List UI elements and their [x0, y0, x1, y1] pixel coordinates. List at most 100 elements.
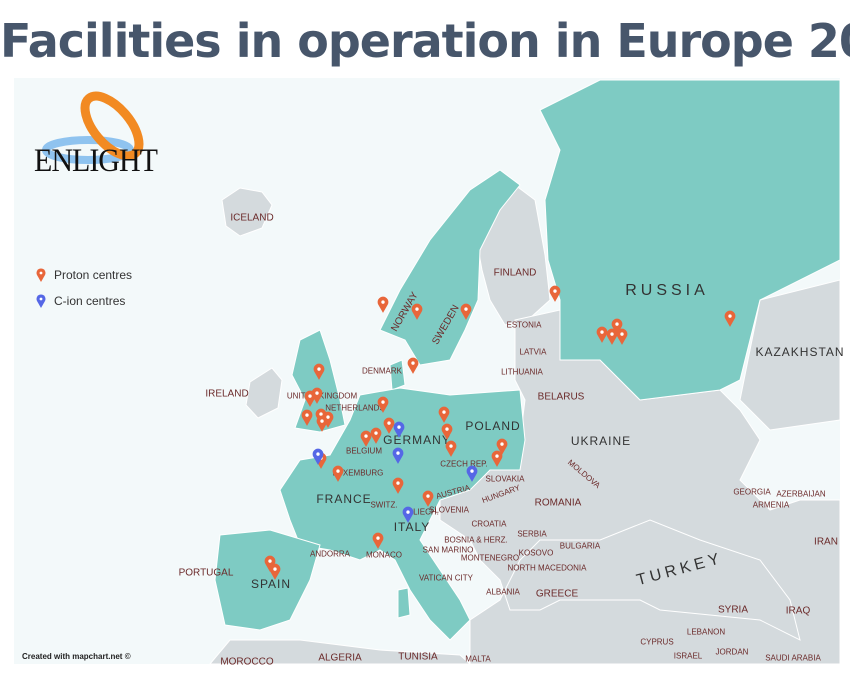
legend-label: Proton centres: [54, 268, 133, 282]
map-pin-icon: [36, 294, 46, 308]
country-label-france: FRANCE: [316, 492, 372, 506]
proton-centre-marker[interactable]: [322, 411, 334, 428]
proton-centre-marker[interactable]: [724, 310, 736, 327]
proton-centre-marker[interactable]: [313, 363, 325, 380]
proton-centre-marker[interactable]: [460, 303, 472, 320]
country-label-iran: IRAN: [814, 536, 838, 548]
proton-centre-marker[interactable]: [392, 477, 404, 494]
proton-centre-marker[interactable]: [372, 532, 384, 549]
cion-centre-marker[interactable]: [466, 465, 478, 482]
country-label-albania: ALBANIA: [486, 587, 520, 597]
country-label-andorra: ANDORRA: [309, 549, 351, 559]
country-label-netherlands: NETHERLANDS: [325, 403, 385, 413]
cion-centre-marker[interactable]: [402, 506, 414, 523]
proton-centre-marker[interactable]: [316, 415, 328, 432]
proton-centre-marker[interactable]: [311, 387, 323, 404]
proton-centre-marker[interactable]: [411, 303, 423, 320]
country-label-vatican: VATICAN CITY: [419, 573, 473, 583]
proton-centre-marker[interactable]: [549, 285, 561, 302]
country-label-slovenia: SLOVENIA: [428, 505, 470, 515]
country-label-portugal: PORTUGAL: [178, 567, 234, 579]
ireland-shape: [245, 367, 283, 419]
country-label-greece: GREECE: [535, 588, 579, 600]
proton-centre-marker[interactable]: [496, 438, 508, 455]
proton-centre-marker[interactable]: [360, 430, 372, 447]
cion-centre-marker[interactable]: [393, 421, 405, 438]
kazakhstan-shape: [739, 279, 840, 431]
country-label-slovakia: SLOVAKIA: [485, 474, 525, 484]
country-label-jordan: JORDAN: [715, 647, 749, 657]
cion-centre-marker[interactable]: [392, 447, 404, 464]
country-label-north_macedonia: NORTH MACEDONIA: [507, 563, 587, 573]
country-label-ukraine: UKRAINE: [570, 434, 632, 448]
country-label-poland: POLAND: [465, 419, 521, 433]
proton-centre-marker[interactable]: [264, 555, 276, 572]
proton-centre-marker[interactable]: [611, 318, 623, 335]
proton-centre-marker[interactable]: [269, 563, 281, 580]
country-label-iraq: IRAQ: [785, 605, 811, 617]
country-label-estonia: ESTONIA: [506, 320, 542, 330]
country-label-czech: CZECH REP.: [440, 459, 488, 469]
proton-centre-marker[interactable]: [606, 328, 618, 345]
country-label-ireland: IRELAND: [205, 388, 249, 400]
proton-centre-marker[interactable]: [301, 409, 313, 426]
country-label-cyprus: CYPRUS: [640, 637, 674, 647]
country-label-luxemburg: LUXEMBURG: [332, 468, 384, 478]
country-label-malta: MALTA: [465, 654, 491, 664]
proton-centre-marker[interactable]: [377, 296, 389, 313]
proton-centre-marker[interactable]: [445, 440, 457, 457]
country-label-denmark: DENMARK: [361, 366, 403, 376]
credit-text: Created with mapchart.net ©: [22, 652, 131, 661]
country-label-monaco: MONACO: [366, 550, 402, 560]
country-label-lebanon: LEBANON: [686, 627, 726, 637]
proton-centre-marker[interactable]: [616, 328, 628, 345]
country-label-kosovo: KOSOVO: [518, 548, 554, 558]
cion-centre-marker[interactable]: [312, 448, 324, 465]
africa-shape: [209, 639, 471, 664]
country-label-tunisia: TUNISIA: [398, 651, 438, 663]
country-label-spain: SPAIN: [250, 577, 292, 591]
country-label-kazakhstan: KAZAKHSTAN: [755, 345, 845, 359]
proton-centre-marker[interactable]: [441, 423, 453, 440]
country-label-bulgaria: BULGARIA: [559, 541, 601, 551]
country-label-san_marino: SAN MARINO: [422, 545, 474, 555]
logo-text: ENLIGHT: [34, 142, 158, 179]
iceland-shape: [221, 187, 273, 237]
proton-centre-marker[interactable]: [438, 406, 450, 423]
legend-cion: C-ion centres: [36, 294, 125, 308]
country-label-liech: LIECH.: [413, 507, 439, 517]
country-label-iceland: ICELAND: [230, 212, 274, 224]
country-label-switz: SWITZ.: [370, 500, 398, 510]
proton-centre-marker[interactable]: [377, 396, 389, 413]
proton-centre-marker[interactable]: [422, 490, 434, 507]
iberia-shape: [214, 529, 321, 631]
country-label-romania: ROMANIA: [534, 497, 582, 509]
europe-map[interactable]: [14, 78, 840, 664]
proton-centre-marker[interactable]: [332, 465, 344, 482]
country-label-saudi: SAUDI ARABIA: [765, 653, 821, 663]
country-label-bosnia: BOSNIA & HERZ.: [444, 535, 508, 545]
country-label-morocco: MOROCCO: [220, 656, 274, 668]
country-label-serbia: SERBIA: [517, 529, 547, 539]
denmark-shape: [389, 359, 406, 391]
country-label-belgium: BELGIUM: [345, 446, 383, 456]
proton-centre-marker[interactable]: [491, 450, 503, 467]
country-label-italy: ITALY: [393, 520, 431, 534]
country-label-croatia: CROATIA: [471, 519, 507, 529]
legend-proton: Proton centres: [36, 268, 132, 282]
proton-centre-marker[interactable]: [370, 427, 382, 444]
country-label-uk: UNITED KINGDOM: [286, 391, 358, 401]
proton-centre-marker[interactable]: [383, 417, 395, 434]
country-label-azerbaijan: AZERBAIJAN: [776, 489, 826, 499]
proton-centre-marker[interactable]: [596, 326, 608, 343]
map-pin-icon: [36, 268, 46, 282]
proton-centre-marker[interactable]: [407, 357, 419, 374]
country-label-algeria: ALGERIA: [318, 652, 362, 664]
country-label-belarus: BELARUS: [537, 391, 585, 403]
country-label-armenia: ARMENIA: [752, 500, 790, 510]
map-shapes: [209, 79, 840, 664]
country-label-georgia: GEORGIA: [733, 487, 771, 497]
country-label-montenegro: MONTENEGRO: [460, 553, 520, 563]
country-label-finland: FINLAND: [493, 267, 537, 279]
country-label-germany: GERMANY: [383, 433, 451, 447]
